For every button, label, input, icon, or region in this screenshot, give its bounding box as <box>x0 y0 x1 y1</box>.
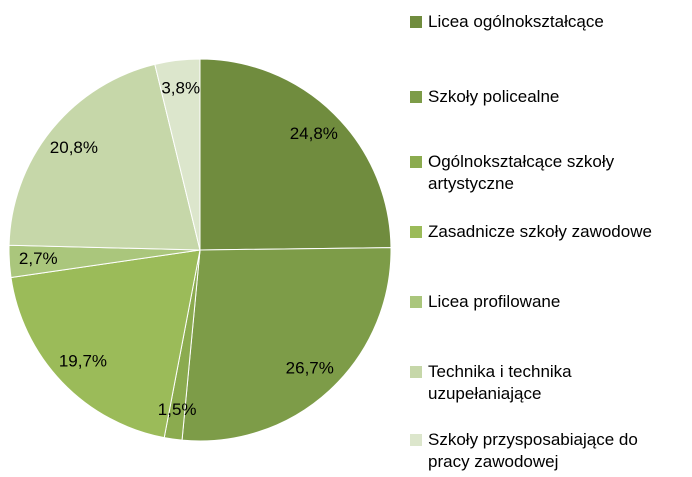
legend-label: Ogólnokształcące szkoły artystyczne <box>428 152 615 193</box>
legend-label: Zasadnicze szkoły zawodowe <box>428 222 652 241</box>
legend-item: Ogólnokształcące szkoły artystyczne <box>410 151 680 195</box>
legend-item: Zasadnicze szkoły zawodowe <box>410 221 680 243</box>
legend-swatch <box>410 366 422 378</box>
legend-swatch <box>410 434 422 446</box>
legend-swatch <box>410 156 422 168</box>
legend-item: Licea ogólnokształcące <box>410 11 680 33</box>
legend-item: Szkoły policealne <box>410 86 680 108</box>
legend-swatch <box>410 296 422 308</box>
pie-slice <box>10 249 201 439</box>
legend-label: Szkoły policealne <box>428 87 560 106</box>
data-label: 1,5% <box>158 400 197 419</box>
data-label: 19,7% <box>59 351 107 370</box>
data-label: 26,7% <box>286 359 334 378</box>
legend-label: Szkoły przysposabiające do pracy zawodow… <box>428 430 638 471</box>
pie-slice <box>8 63 201 251</box>
pie-slice <box>199 58 392 251</box>
legend-item: Licea profilowane <box>410 291 680 313</box>
pie-slice <box>181 247 392 442</box>
pie-slice <box>154 58 201 251</box>
data-label: 24,8% <box>290 124 338 143</box>
legend-label: Licea profilowane <box>428 292 561 311</box>
legend-swatch <box>410 91 422 103</box>
legend-item: Szkoły przysposabiające do pracy zawodow… <box>410 429 680 473</box>
legend-label: Licea ogólnokształcące <box>428 12 604 31</box>
legend-swatch <box>410 16 422 28</box>
data-label: 20,8% <box>50 138 98 157</box>
legend-item: Technika i technika uzupełaniające <box>410 361 680 405</box>
data-label: 2,7% <box>19 249 58 268</box>
legend-swatch <box>410 226 422 238</box>
legend-label: Technika i technika uzupełaniające <box>428 362 572 403</box>
data-label: 3,8% <box>161 79 200 98</box>
